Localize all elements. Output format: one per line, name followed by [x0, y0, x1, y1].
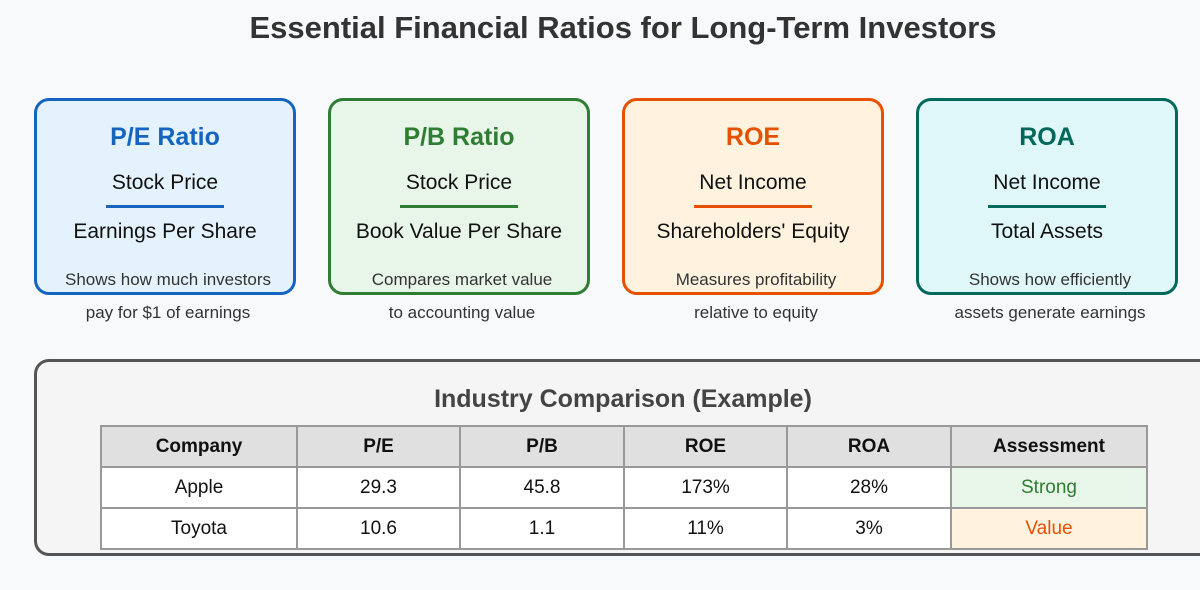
cell-roe: 173%	[623, 466, 788, 509]
header-roe: ROE	[623, 425, 788, 468]
card-numerator: Stock Price	[405, 171, 513, 194]
table-header-row: Company P/E P/B ROE ROA Assessment	[100, 425, 1148, 468]
card-description-line: Compares market value	[371, 270, 553, 289]
cell-pe: 29.3	[296, 466, 461, 509]
card-title: P/B Ratio	[403, 123, 515, 151]
cell-roe: 11%	[623, 507, 788, 550]
comparison-title: Industry Comparison (Example)	[434, 385, 812, 413]
card-description-line: pay for $1 of earnings	[85, 303, 251, 322]
card-description: Shows how much investors pay for $1 of e…	[17, 263, 319, 329]
card-description: Shows how efficiently assets generate ea…	[899, 263, 1200, 329]
card-denominator: Shareholders' Equity	[656, 220, 850, 243]
card-title: ROA	[1019, 123, 1075, 151]
page-title: Essential Financial Ratios for Long-Term…	[249, 10, 997, 45]
pe-ratio-card: P/E Ratio Stock Price Earnings Per Share…	[34, 98, 296, 322]
roa-card: ROA Net Income Total Assets Shows how ef…	[916, 98, 1178, 322]
cell-pb: 1.1	[459, 507, 625, 550]
card-denominator: Book Value Per Share	[355, 220, 563, 243]
header-pe: P/E	[296, 425, 461, 468]
card-description-line: to accounting value	[388, 303, 536, 322]
header-company: Company	[100, 425, 298, 468]
comparison-table: Company P/E P/B ROE ROA Assessment Apple…	[100, 425, 1148, 550]
roe-card: ROE Net Income Shareholders' Equity Meas…	[622, 98, 884, 322]
card-title: P/E Ratio	[110, 123, 220, 151]
table-row: Toyota 10.6 1.1 11% 3% Value	[100, 507, 1148, 550]
pb-ratio-card: P/B Ratio Stock Price Book Value Per Sha…	[328, 98, 590, 322]
card-description-line: Shows how efficiently	[968, 270, 1132, 289]
table-row: Apple 29.3 45.8 173% 28% Strong	[100, 466, 1148, 509]
card-numerator: Net Income	[699, 171, 807, 194]
cell-pe: 10.6	[296, 507, 461, 550]
fraction-line	[694, 205, 812, 208]
card-description-line: relative to equity	[694, 303, 818, 322]
fraction-line	[988, 205, 1106, 208]
cell-assessment-strong: Strong	[950, 466, 1148, 509]
cell-roa: 28%	[786, 466, 952, 509]
header-assessment: Assessment	[950, 425, 1148, 468]
fraction-line	[400, 205, 518, 208]
card-description: Compares market value to accounting valu…	[311, 263, 613, 329]
card-description: Measures profitability relative to equit…	[605, 263, 907, 329]
card-description-line: Shows how much investors	[65, 270, 271, 289]
cell-roa: 3%	[786, 507, 952, 550]
cell-company: Toyota	[100, 507, 298, 550]
header-pb: P/B	[459, 425, 625, 468]
card-numerator: Net Income	[993, 171, 1101, 194]
cell-pb: 45.8	[459, 466, 625, 509]
card-denominator: Total Assets	[990, 220, 1104, 243]
card-denominator: Earnings Per Share	[73, 220, 257, 243]
card-description-line: assets generate earnings	[954, 303, 1146, 322]
header-roa: ROA	[786, 425, 952, 468]
card-description-line: Measures profitability	[675, 270, 837, 289]
card-numerator: Stock Price	[111, 171, 219, 194]
fraction-line	[106, 205, 224, 208]
card-title: ROE	[725, 123, 781, 151]
cell-assessment-value: Value	[950, 507, 1148, 550]
cell-company: Apple	[100, 466, 298, 509]
